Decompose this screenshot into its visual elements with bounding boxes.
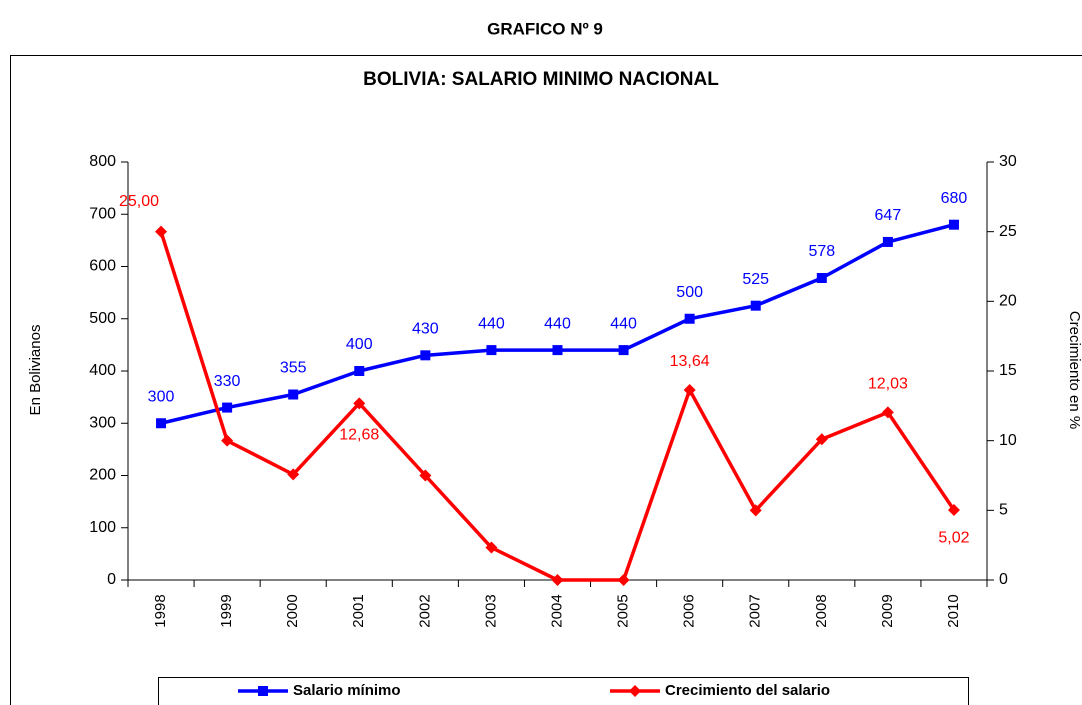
data-point xyxy=(947,504,960,517)
data-point xyxy=(551,574,564,586)
x-tick-label: 2008 xyxy=(813,594,830,627)
data-label: 430 xyxy=(412,321,439,338)
y2-axis-title: Crecimiento en % xyxy=(1066,311,1082,429)
x-tick-label: 2007 xyxy=(747,594,764,627)
data-label: 25,00 xyxy=(119,193,159,210)
data-label: 12,03 xyxy=(868,376,908,393)
data-label: 440 xyxy=(478,315,505,332)
y2-tick-label: 15 xyxy=(999,362,1017,379)
data-label: 12,68 xyxy=(339,427,379,444)
chart-frame xyxy=(10,55,1082,705)
legend-box xyxy=(158,677,969,705)
data-point xyxy=(222,402,233,413)
data-point xyxy=(881,406,894,419)
legend-label: Salario mínimo xyxy=(293,682,401,699)
x-tick-label: 2000 xyxy=(284,594,301,627)
legend-label: Crecimiento del salario xyxy=(665,682,830,699)
data-label: 680 xyxy=(941,190,968,207)
y-axis-title: En Bolivianos xyxy=(27,325,44,416)
x-tick-label: 2003 xyxy=(482,594,499,627)
data-point xyxy=(420,350,431,361)
data-point xyxy=(816,272,827,283)
x-tick-label: 2006 xyxy=(681,594,698,627)
data-point xyxy=(882,236,893,247)
y-tick-label: 200 xyxy=(89,467,116,484)
data-label: 440 xyxy=(610,315,637,332)
data-point xyxy=(156,418,167,429)
data-point xyxy=(221,434,234,447)
x-tick-label: 2005 xyxy=(615,594,632,627)
y-tick-label: 600 xyxy=(89,258,116,275)
data-label: 578 xyxy=(808,243,835,260)
data-point xyxy=(354,366,365,376)
legend-marker xyxy=(258,686,268,696)
x-tick-label: 2004 xyxy=(548,594,565,627)
x-tick-label: 1998 xyxy=(152,594,169,627)
data-point xyxy=(486,345,497,356)
x-tick-label: 2002 xyxy=(416,594,433,627)
data-label: 330 xyxy=(214,373,241,390)
data-label: 355 xyxy=(280,360,307,377)
data-point xyxy=(618,345,629,356)
y-tick-label: 400 xyxy=(89,362,116,379)
data-label: 525 xyxy=(742,271,769,288)
x-tick-label: 2010 xyxy=(945,594,962,627)
y-tick-label: 0 xyxy=(107,571,116,588)
data-point xyxy=(485,541,498,554)
data-point xyxy=(353,397,366,410)
supertitle: GRAFICO Nº 9 xyxy=(487,19,603,38)
data-point xyxy=(155,225,168,238)
chart-title: BOLIVIA: SALARIO MINIMO NACIONAL xyxy=(363,69,719,90)
y2-tick-label: 10 xyxy=(999,432,1017,449)
y-tick-label: 800 xyxy=(89,153,116,170)
data-point xyxy=(683,383,696,396)
data-label: 13,64 xyxy=(670,353,710,370)
data-point xyxy=(287,468,300,481)
data-label: 500 xyxy=(676,284,703,301)
data-point xyxy=(552,345,563,356)
data-point xyxy=(948,219,959,230)
x-tick-label: 2009 xyxy=(879,594,896,627)
y2-tick-label: 30 xyxy=(999,153,1017,170)
data-point xyxy=(750,300,761,311)
x-tick-label: 2001 xyxy=(350,594,367,627)
data-point xyxy=(419,469,432,482)
y-tick-label: 500 xyxy=(89,310,116,327)
y-tick-label: 300 xyxy=(89,414,116,431)
data-label: 5,02 xyxy=(938,529,969,546)
data-point xyxy=(749,504,762,517)
data-point xyxy=(617,574,630,586)
data-label: 300 xyxy=(148,388,175,405)
x-tick-label: 1999 xyxy=(218,594,235,627)
y2-tick-label: 20 xyxy=(999,293,1017,310)
y-tick-label: 700 xyxy=(89,205,116,222)
y-tick-label: 100 xyxy=(89,519,116,536)
data-label: 647 xyxy=(875,207,902,224)
y2-tick-label: 5 xyxy=(999,502,1008,519)
legend-marker xyxy=(629,685,641,697)
data-point xyxy=(288,389,299,400)
data-point xyxy=(815,433,828,446)
y2-tick-label: 0 xyxy=(999,571,1008,588)
data-point xyxy=(684,313,695,324)
data-label: 400 xyxy=(346,336,373,353)
y2-tick-label: 25 xyxy=(999,223,1017,240)
data-label: 440 xyxy=(544,315,571,332)
